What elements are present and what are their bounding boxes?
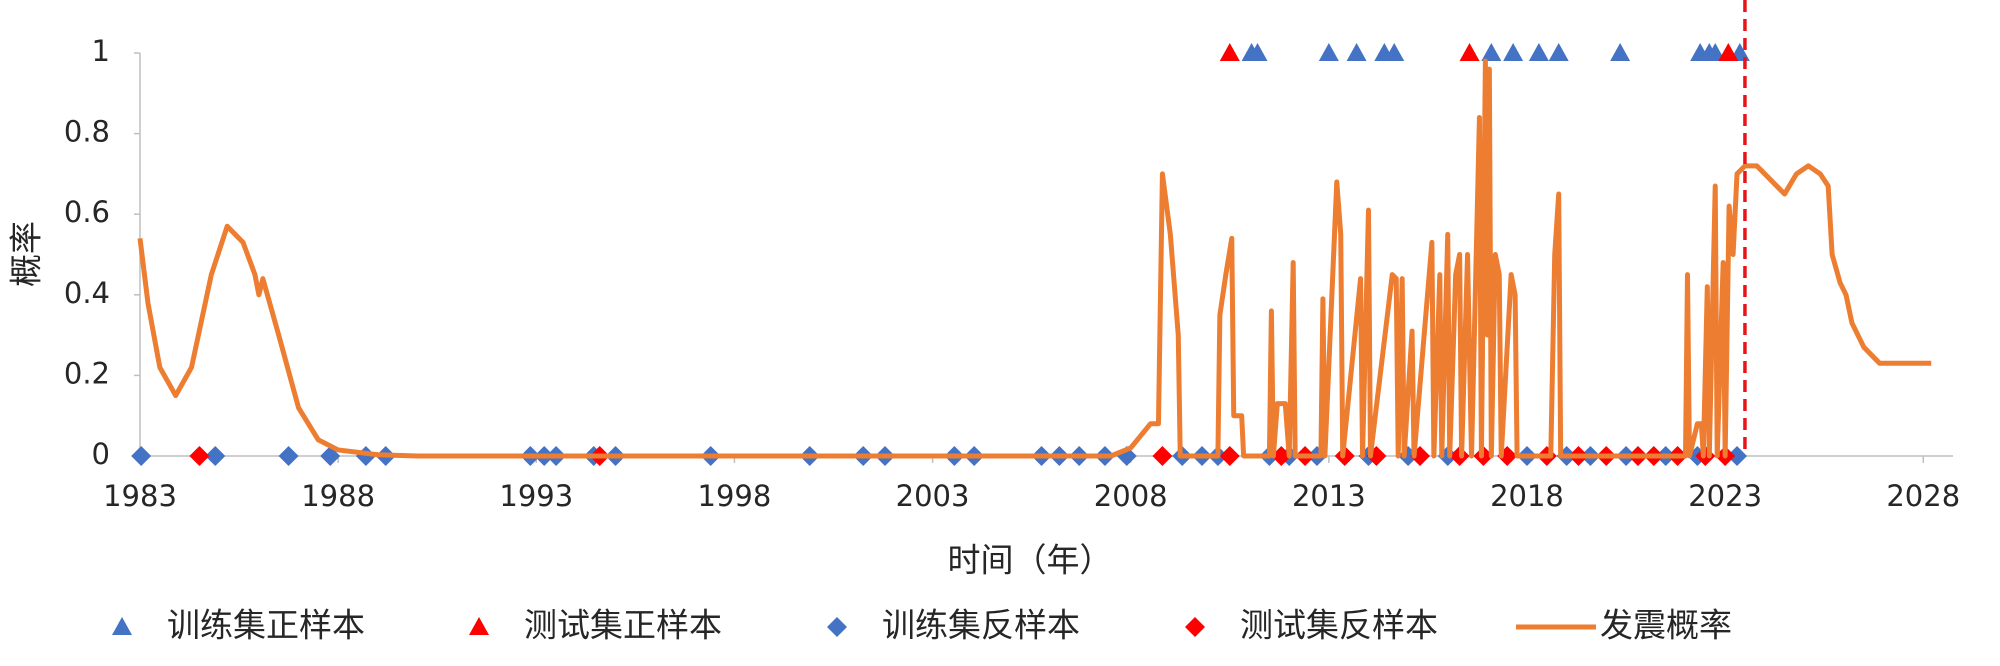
triangle-point [1318,43,1339,61]
x-tick-label: 1998 [698,479,772,513]
triangle-point [1548,43,1569,61]
x-tick-label: 1993 [499,479,573,513]
diamond-point [131,446,152,466]
x-tick-label: 2028 [1886,479,1960,513]
legend-swatch [827,617,847,637]
x-tick-label: 1988 [301,479,375,513]
triangle-point [1481,43,1502,61]
diamond-point [1727,446,1748,466]
triangle-point [1219,43,1240,61]
triangle-point [1247,43,1268,61]
diamond-point [1219,446,1240,466]
triangle-point [1503,43,1524,61]
y-tick-label: 0.4 [64,276,110,310]
legend-label: 发震概率 [1600,606,1732,645]
legend-swatch [469,617,489,635]
diamond-point [1152,446,1173,466]
legend-label: 训练集正样本 [167,606,365,645]
diamond-point [189,446,210,466]
y-tick-label: 0.8 [64,115,110,149]
x-tick-label: 1983 [103,479,177,513]
triangle-point [1384,43,1405,61]
x-tick-label: 2018 [1490,479,1564,513]
triangle-point [1610,43,1631,61]
x-axis-title: 时间（年） [948,541,1113,580]
y-tick-label: 0.2 [64,356,110,390]
x-tick-label: 2013 [1292,479,1366,513]
diamond-point [1271,446,1292,466]
legend-label: 测试集正样本 [524,606,722,645]
triangle-point [1718,43,1739,61]
triangle-point [1705,43,1726,61]
probability-line [137,58,1932,459]
y-tick-label: 1 [92,34,110,68]
x-tick-label: 2003 [896,479,970,513]
y-tick-label: 0 [92,437,110,471]
legend-swatch [1185,617,1205,637]
triangle-point [1528,43,1549,61]
diamond-point [205,446,226,466]
x-tick-label: 2023 [1688,479,1762,513]
legend-swatch [112,617,132,635]
legend-label: 训练集反样本 [882,606,1080,645]
triangle-point [1346,43,1367,61]
legend-label: 测试集反样本 [1240,606,1438,645]
y-axis-title: 概率 [7,221,46,287]
diamond-point [278,446,299,466]
y-tick-label: 0.6 [64,195,110,229]
triangle-point [1459,43,1480,61]
x-tick-label: 2008 [1094,479,1168,513]
